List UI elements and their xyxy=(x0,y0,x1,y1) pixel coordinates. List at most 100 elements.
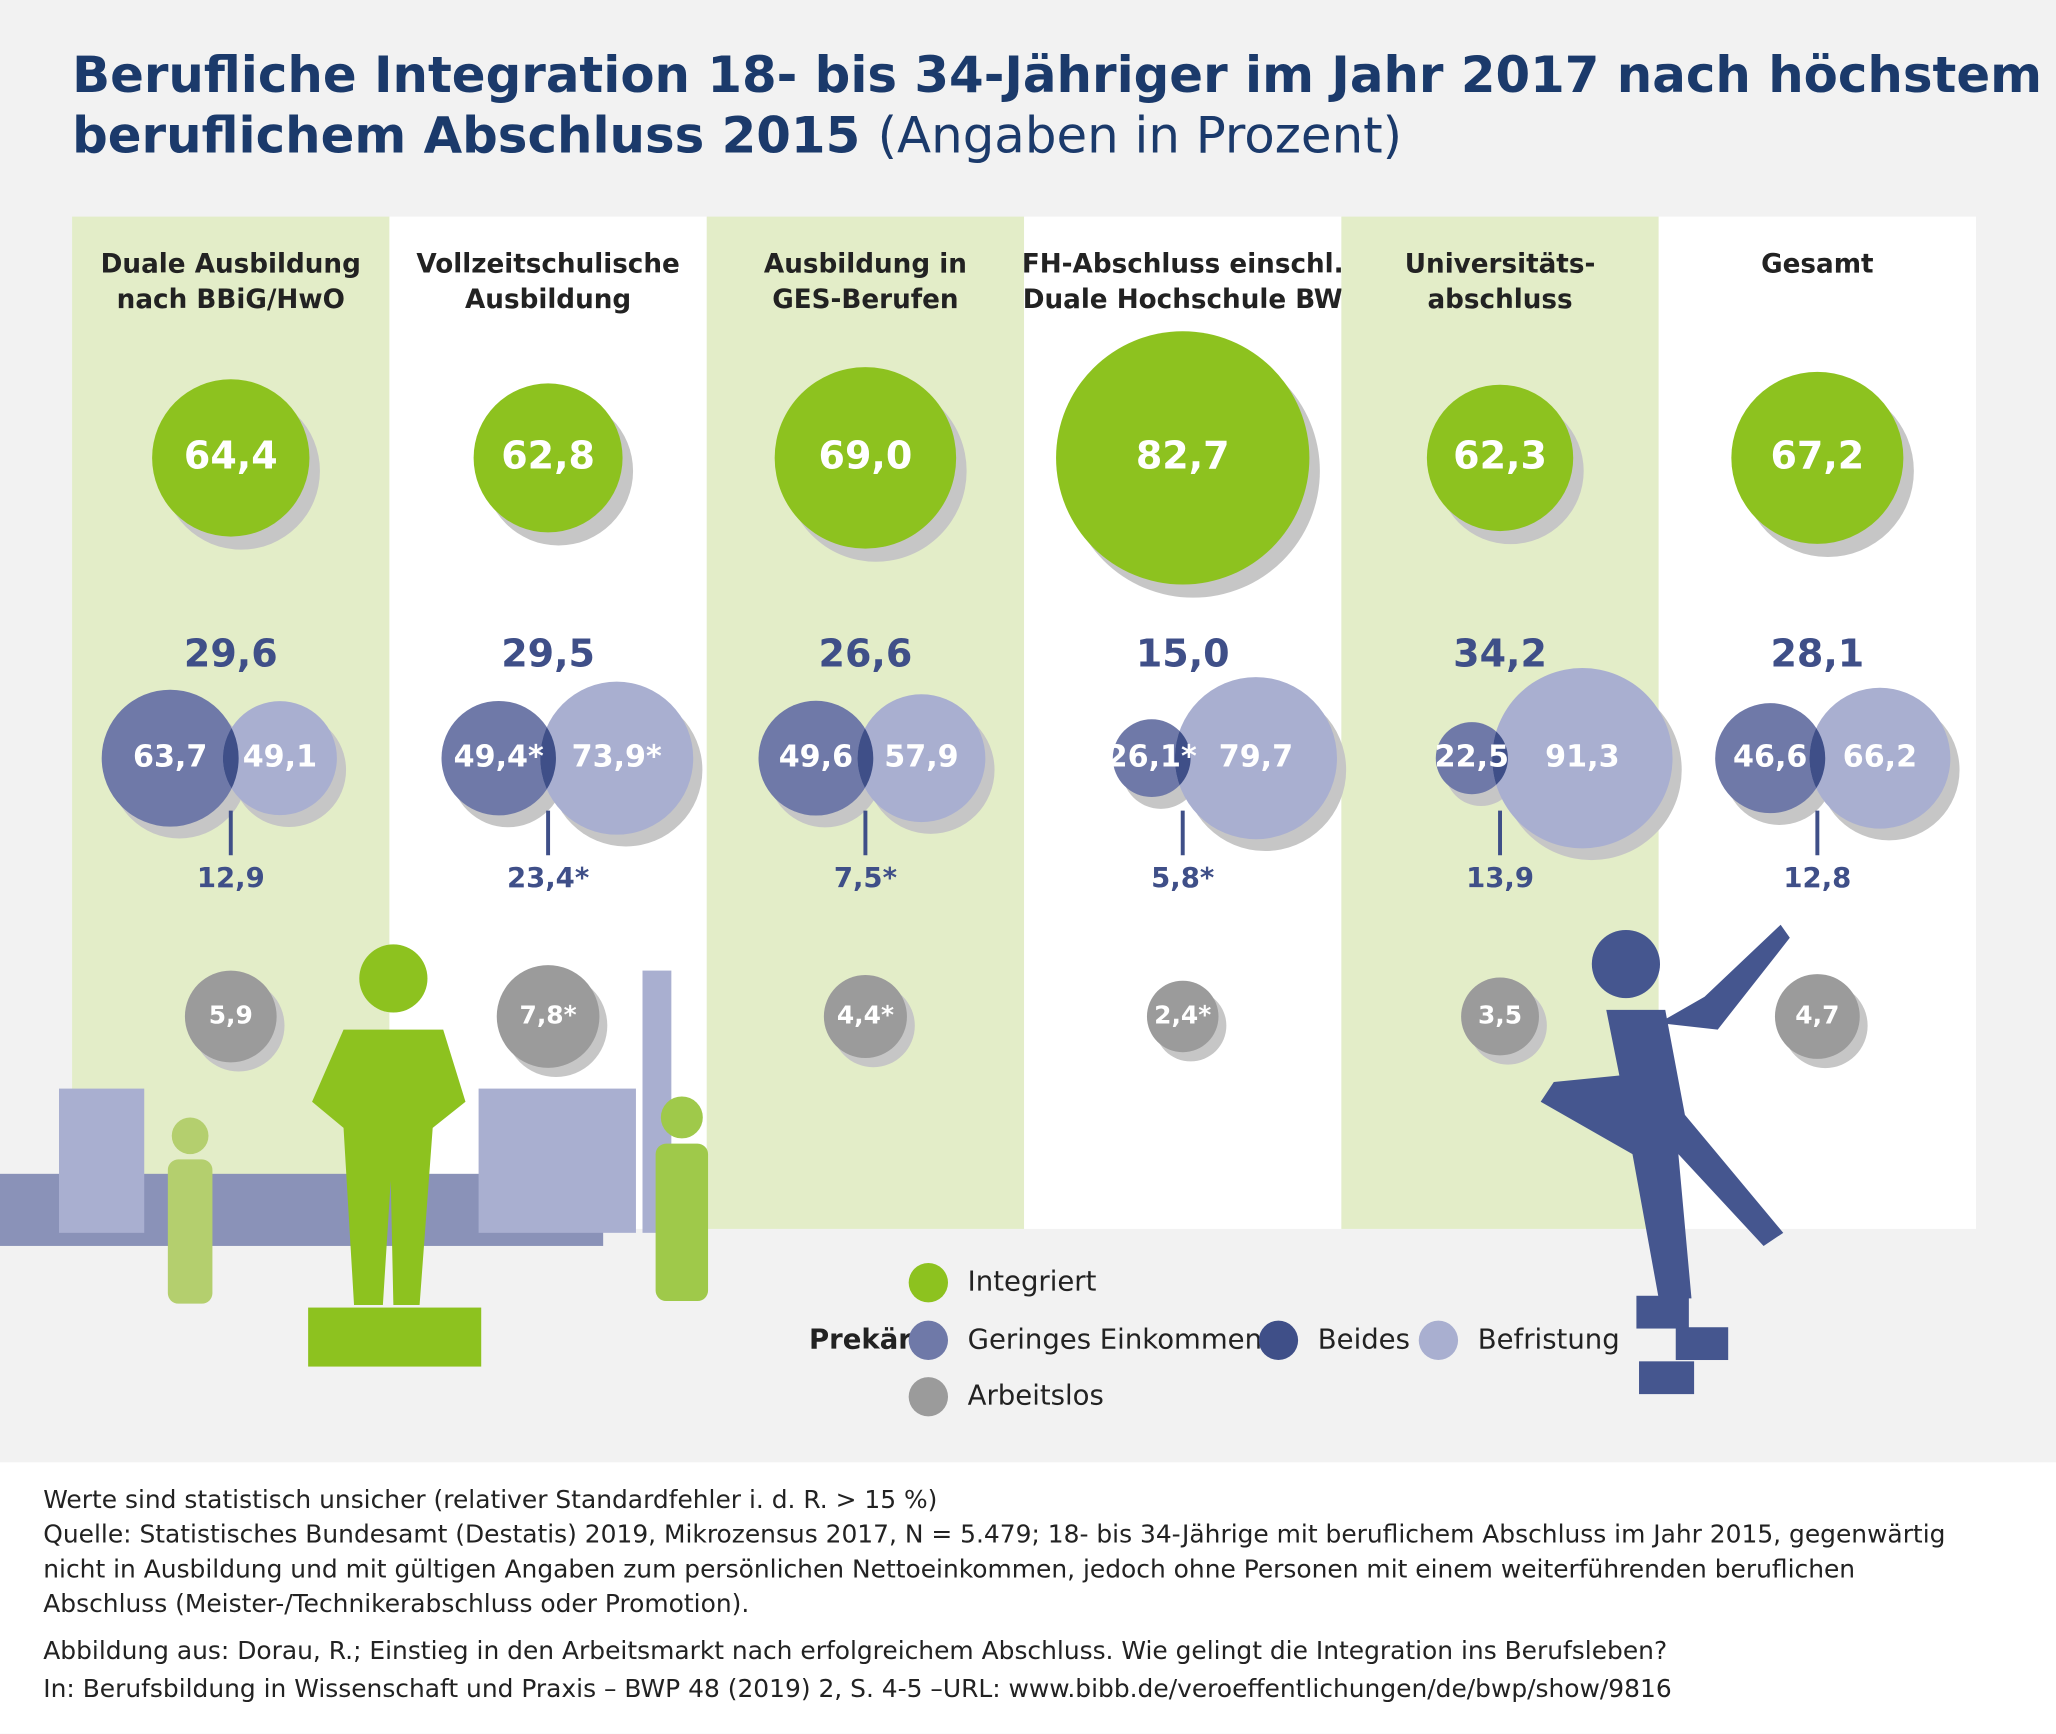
chart-subtitle: (Angaben in Prozent) xyxy=(878,106,1403,164)
geringes-einkommen-label: 46,6 xyxy=(1733,740,1807,775)
arbeitslos-bubble xyxy=(496,965,600,1068)
prekaer-total-label: 28,1 xyxy=(1770,631,1864,675)
building xyxy=(59,1088,145,1233)
geringes-einkommen-label: 49,6 xyxy=(779,740,853,775)
statue xyxy=(312,1029,466,1305)
notes: Werte sind statistisch unsicher (relativ… xyxy=(43,1485,1945,1703)
illustration xyxy=(0,924,1790,1395)
geringes-einkommen-label: 63,7 xyxy=(133,740,207,775)
integriert-bubble xyxy=(1056,331,1310,585)
integriert-label: 64,4 xyxy=(184,433,278,477)
geringes-einkommen-label: 22,5 xyxy=(1435,740,1509,775)
befristung-bubble xyxy=(222,701,337,816)
beides-label: 5,8* xyxy=(1151,862,1214,894)
integriert-label: 67,2 xyxy=(1770,433,1864,477)
arbeitslos-bubble xyxy=(1774,974,1860,1059)
integriert-label: 82,7 xyxy=(1136,433,1230,477)
stumbling-person xyxy=(1540,924,1790,1299)
stumbling-person xyxy=(1591,929,1661,999)
legend: Integriert Prekär: Geringes Einkommen Beide… xyxy=(809,1262,1620,1417)
column-header: abschluss xyxy=(1427,285,1572,315)
legend-label: Arbeitslos xyxy=(968,1380,1104,1412)
block xyxy=(1639,1361,1695,1395)
arbeitslos-label: 3,5 xyxy=(1478,1000,1522,1029)
chart-title: beruflichem Abschluss 2015 xyxy=(72,106,860,164)
arbeitslos-label: 4,4* xyxy=(837,1000,894,1029)
geringes-einkommen-label: 26,1* xyxy=(1107,740,1197,775)
column-header: nach BBiG/HwO xyxy=(117,285,345,315)
column-header: Ausbildung xyxy=(465,285,631,315)
legend-label: Integriert xyxy=(968,1266,1097,1298)
legend-swatch xyxy=(1258,1320,1299,1361)
statue xyxy=(359,944,428,1013)
footnote: Werte sind statistisch unsicher (relativ… xyxy=(43,1485,937,1514)
prekaer-total-label: 29,6 xyxy=(184,631,278,675)
integriert-label: 69,0 xyxy=(819,433,913,477)
factory xyxy=(478,1088,636,1233)
marks: 64,4 29,6 63,7 49,1 12,9 5,9 62,8 29,5 49,4* 73,9… xyxy=(101,331,1960,1078)
geringes-einkommen-bubble xyxy=(1435,722,1508,795)
beides-label: 7,5* xyxy=(834,862,897,894)
column-header: Vollzeitschulische xyxy=(416,250,679,280)
befristung-bubble xyxy=(857,694,986,823)
arbeitslos-bubble xyxy=(1461,977,1539,1056)
befristung-label: 79,7 xyxy=(1219,740,1293,775)
legend-swatch xyxy=(1418,1320,1459,1361)
column-header: Duale Hochschule BW xyxy=(1023,285,1343,315)
befristung-bubble xyxy=(1809,687,1951,829)
integriert-bubble xyxy=(473,383,623,533)
befristung-label: 49,1 xyxy=(243,740,317,775)
beides-label: 23,4* xyxy=(507,862,589,894)
prekaer-total-label: 29,5 xyxy=(501,631,595,675)
footnote: Quelle: Statistisches Bundesamt (Destati… xyxy=(43,1519,1945,1548)
legend-swatch xyxy=(908,1320,949,1361)
chart-title: Berufliche Integration 18- bis 34-Jährig… xyxy=(72,46,2042,104)
person xyxy=(167,1159,213,1304)
integriert-bubble xyxy=(774,367,957,549)
prekaer-total-label: 34,2 xyxy=(1453,631,1547,675)
beides-label: 12,8 xyxy=(1783,862,1851,894)
prekaer-total-label: 15,0 xyxy=(1136,631,1230,675)
integriert-bubble xyxy=(1731,371,1904,544)
befristung-label: 91,3 xyxy=(1545,740,1619,775)
integriert-bubble xyxy=(152,379,310,537)
column-header: FH-Abschluss einschl. xyxy=(1022,250,1344,280)
integriert-bubble xyxy=(1426,384,1574,532)
column-header: GES-Berufen xyxy=(772,285,958,315)
footer-background xyxy=(0,1462,2056,1734)
geringes-einkommen-bubble xyxy=(1715,703,1826,814)
prekaer-total-label: 26,6 xyxy=(819,631,913,675)
legend-swatch xyxy=(908,1262,949,1303)
befristung-bubble xyxy=(1174,677,1337,840)
footnote: In: Berufsbildung in Wissenschaft und Pr… xyxy=(43,1674,1671,1703)
legend-swatch xyxy=(908,1377,949,1417)
geringes-einkommen-bubble xyxy=(758,700,874,816)
arbeitslos-bubble xyxy=(184,970,277,1063)
befristung-label: 57,9 xyxy=(884,740,958,775)
column-header: Ausbildung in xyxy=(764,250,967,280)
beides-label: 12,9 xyxy=(197,862,265,894)
block xyxy=(1636,1295,1689,1329)
block xyxy=(1675,1327,1729,1361)
geringes-einkommen-bubble xyxy=(441,700,556,816)
integriert-label: 62,3 xyxy=(1453,433,1547,477)
arbeitslos-label: 4,7 xyxy=(1795,1000,1839,1029)
befristung-label: 66,2 xyxy=(1843,740,1917,775)
footnote: nicht in Ausbildung und mit gültigen Ang… xyxy=(43,1555,1855,1584)
geringes-einkommen-bubble xyxy=(101,689,239,827)
arbeitslos-label: 5,9 xyxy=(209,1000,253,1029)
geringes-einkommen-bubble xyxy=(1112,719,1191,798)
chart-title: beruflichem Abschluss 2015 (Angaben in P… xyxy=(72,106,1402,164)
arbeitslos-label: 7,8* xyxy=(520,1000,577,1029)
arbeitslos-bubble xyxy=(1146,980,1219,1053)
legend-label: Geringes Einkommen xyxy=(968,1323,1262,1355)
pedestal xyxy=(308,1307,482,1367)
befristung-label: 73,9* xyxy=(572,740,662,775)
arbeitslos-label: 2,4* xyxy=(1154,1000,1211,1029)
footnote: Abbildung aus: Dorau, R.; Einstieg in de… xyxy=(43,1636,1667,1665)
legend-label: Prekär: xyxy=(809,1323,923,1355)
person xyxy=(660,1096,703,1139)
beides-label: 13,9 xyxy=(1466,862,1534,894)
person xyxy=(655,1143,709,1302)
